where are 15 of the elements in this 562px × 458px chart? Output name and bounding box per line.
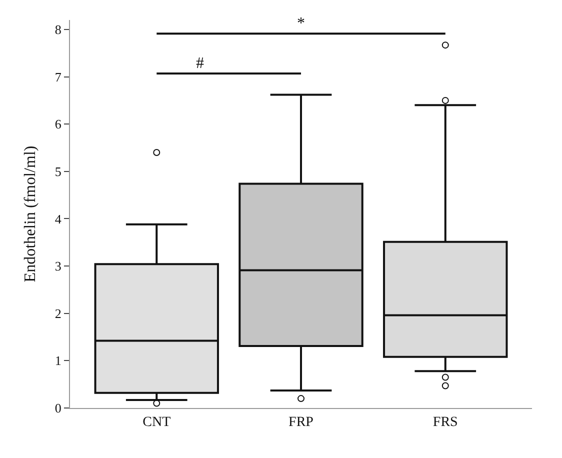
annotation: * bbox=[297, 15, 305, 32]
y-axis-title: Endothelin (fmol/ml) bbox=[22, 146, 39, 282]
y-tick-label: 4 bbox=[54, 211, 62, 226]
y-tick-label: 3 bbox=[54, 258, 62, 274]
y-tick-label: 8 bbox=[54, 22, 62, 38]
y-tick-label: 1 bbox=[54, 353, 62, 368]
x-tick-label: FRP bbox=[288, 414, 314, 430]
y-tick-label: 5 bbox=[54, 164, 62, 179]
x-tick-label: FRS bbox=[432, 414, 458, 430]
y-tick-label: 6 bbox=[54, 116, 62, 132]
x-tick-label: CNT bbox=[142, 414, 172, 430]
annotation: # bbox=[196, 55, 204, 72]
y-tick-label: 7 bbox=[54, 69, 62, 84]
y-tick-label: 0 bbox=[54, 400, 62, 416]
y-tick-label: 2 bbox=[54, 306, 62, 321]
